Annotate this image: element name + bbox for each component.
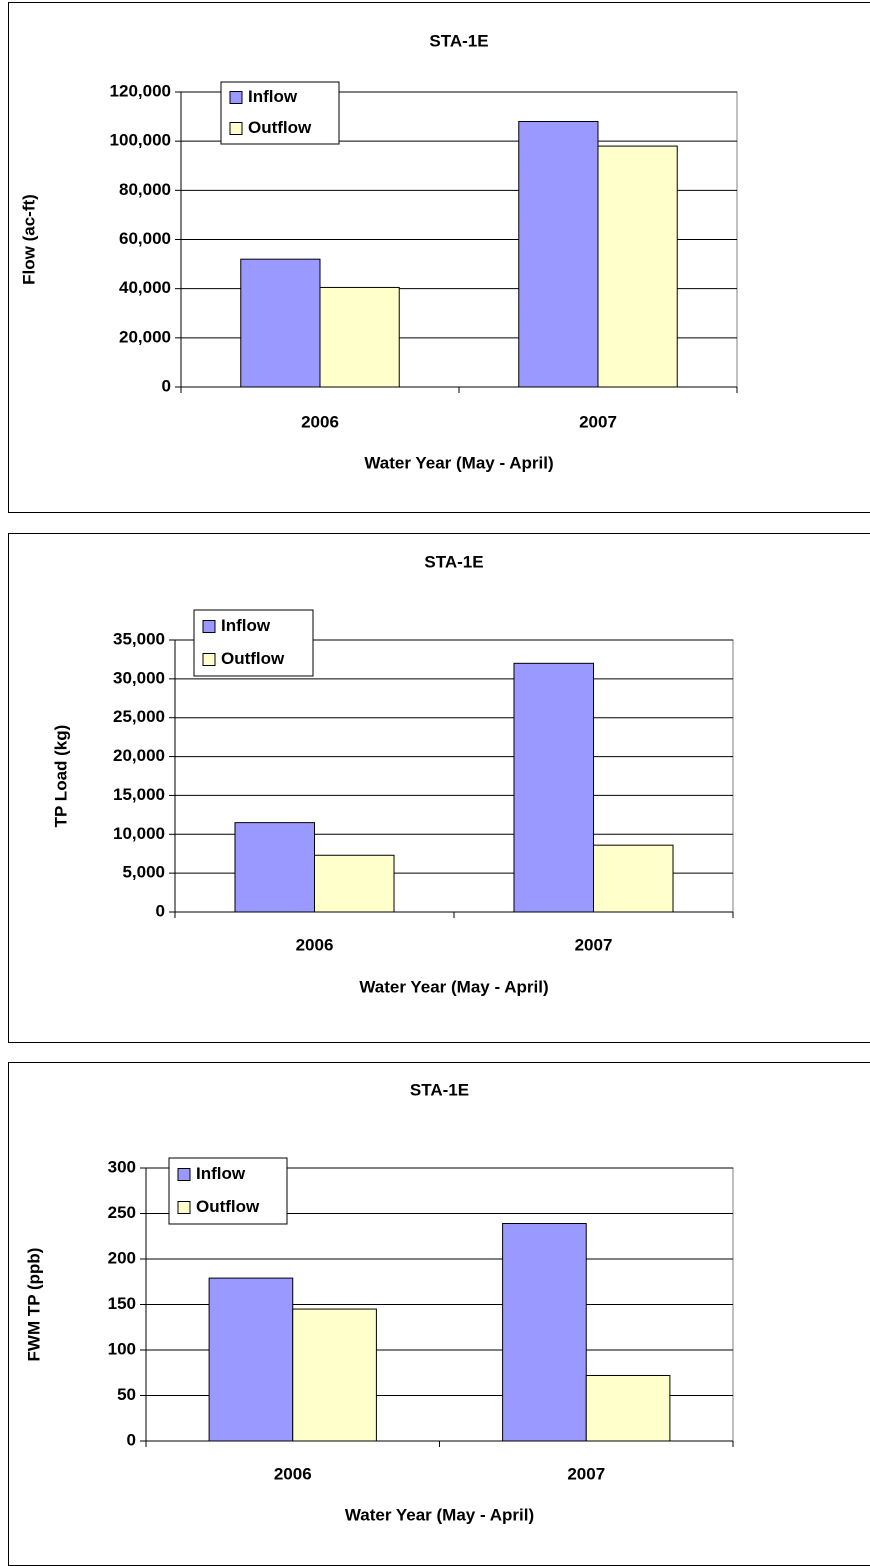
y-tick-label: 0 [156, 901, 165, 920]
legend-label: Inflow [248, 87, 298, 106]
legend-swatch [202, 653, 216, 666]
x-tick-label: 2007 [575, 935, 613, 954]
y-tick-label: 15,000 [113, 785, 165, 804]
x-axis-label: Water Year (May - April) [359, 977, 548, 996]
x-tick-label: 2006 [301, 412, 339, 431]
y-tick-label: 100 [108, 1339, 136, 1358]
y-tick-label: 100,000 [110, 131, 171, 150]
y-tick-label: 0 [127, 1430, 136, 1449]
y-tick-label: 20,000 [119, 327, 171, 346]
bar [319, 286, 400, 388]
legend-swatch [177, 1168, 191, 1181]
chart-title: STA-1E [410, 1080, 469, 1099]
y-tick-label: 150 [108, 1294, 136, 1313]
y-tick-label: 30,000 [113, 668, 165, 687]
y-tick-label: 40,000 [119, 278, 171, 297]
y-tick-label: 200 [108, 1248, 136, 1267]
y-tick-label: 0 [162, 376, 171, 395]
y-tick-label: 35,000 [113, 629, 165, 648]
y-tick-label: 10,000 [113, 824, 165, 843]
y-axis-label: FWM TP (ppb) [24, 1248, 43, 1362]
legend-label: Outflow [196, 1197, 260, 1216]
y-tick-label: 50 [117, 1385, 136, 1404]
legend-label: Inflow [221, 616, 271, 635]
legend-label: Outflow [248, 118, 312, 137]
y-tick-label: 300 [108, 1157, 136, 1176]
x-tick-label: 2007 [567, 1464, 605, 1483]
y-tick-label: 5,000 [122, 863, 165, 882]
y-tick-label: 120,000 [110, 81, 171, 100]
bar [292, 1308, 377, 1442]
legend-swatch [229, 122, 243, 135]
bar [234, 822, 315, 913]
legend-label: Outflow [221, 649, 285, 668]
chart-title: STA-1E [429, 31, 488, 50]
x-axis-label: Water Year (May - April) [345, 1505, 534, 1524]
bar [513, 662, 594, 913]
bar [240, 258, 321, 388]
legend-swatch [229, 91, 243, 104]
bar [593, 844, 674, 913]
legend-swatch [202, 620, 216, 633]
bar [502, 1223, 587, 1442]
y-tick-label: 60,000 [119, 229, 171, 248]
y-tick-label: 80,000 [119, 180, 171, 199]
bar [585, 1374, 671, 1442]
x-tick-label: 2006 [274, 1464, 312, 1483]
bar [518, 121, 599, 388]
y-axis-label: TP Load (kg) [51, 725, 70, 828]
legend-label: Inflow [196, 1164, 246, 1183]
y-tick-label: 20,000 [113, 746, 165, 765]
x-tick-label: 2006 [296, 935, 334, 954]
y-tick-label: 25,000 [113, 707, 165, 726]
y-tick-label: 250 [108, 1203, 136, 1222]
bar [208, 1277, 294, 1442]
y-axis-label: Flow (ac-ft) [19, 194, 38, 285]
x-tick-label: 2007 [579, 412, 617, 431]
legend-swatch [177, 1201, 191, 1214]
chart-title: STA-1E [424, 552, 483, 571]
x-axis-label: Water Year (May - April) [364, 453, 553, 472]
bar [597, 145, 678, 388]
bar [314, 854, 395, 913]
